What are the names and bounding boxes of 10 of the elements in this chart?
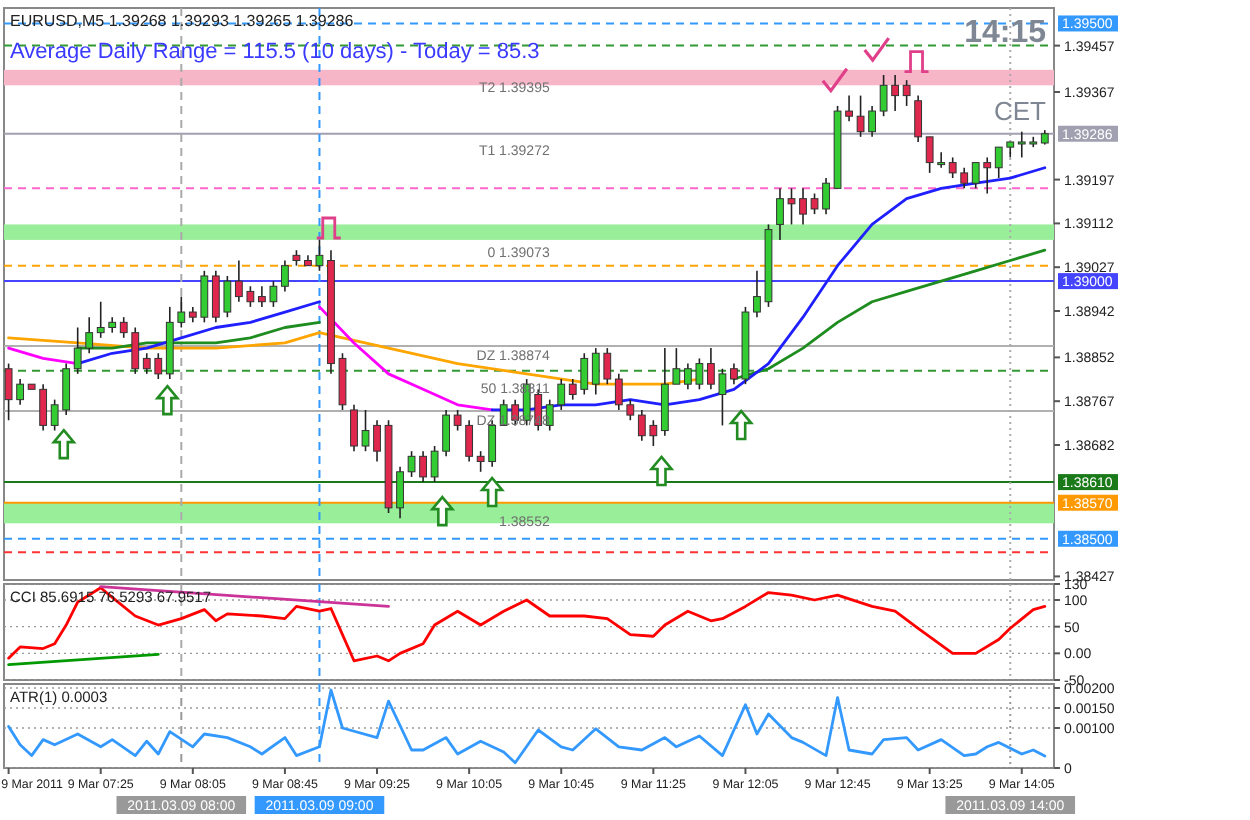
line-series [7, 331, 701, 386]
chart-title: EURUSD,M5 1.39268 1.39293 1.39265 1.39286 [10, 12, 355, 30]
line-series [7, 688, 1047, 765]
candlestick [902, 79, 911, 107]
annotation: 14:15 [964, 16, 1047, 50]
annotation: CET [994, 96, 1047, 126]
line-series [7, 586, 1047, 663]
candlestick [914, 94, 923, 143]
text: Average Daily Range = 115.5 (10 days) - Today = 85.3 [10, 40, 540, 64]
candlestick [281, 259, 289, 293]
